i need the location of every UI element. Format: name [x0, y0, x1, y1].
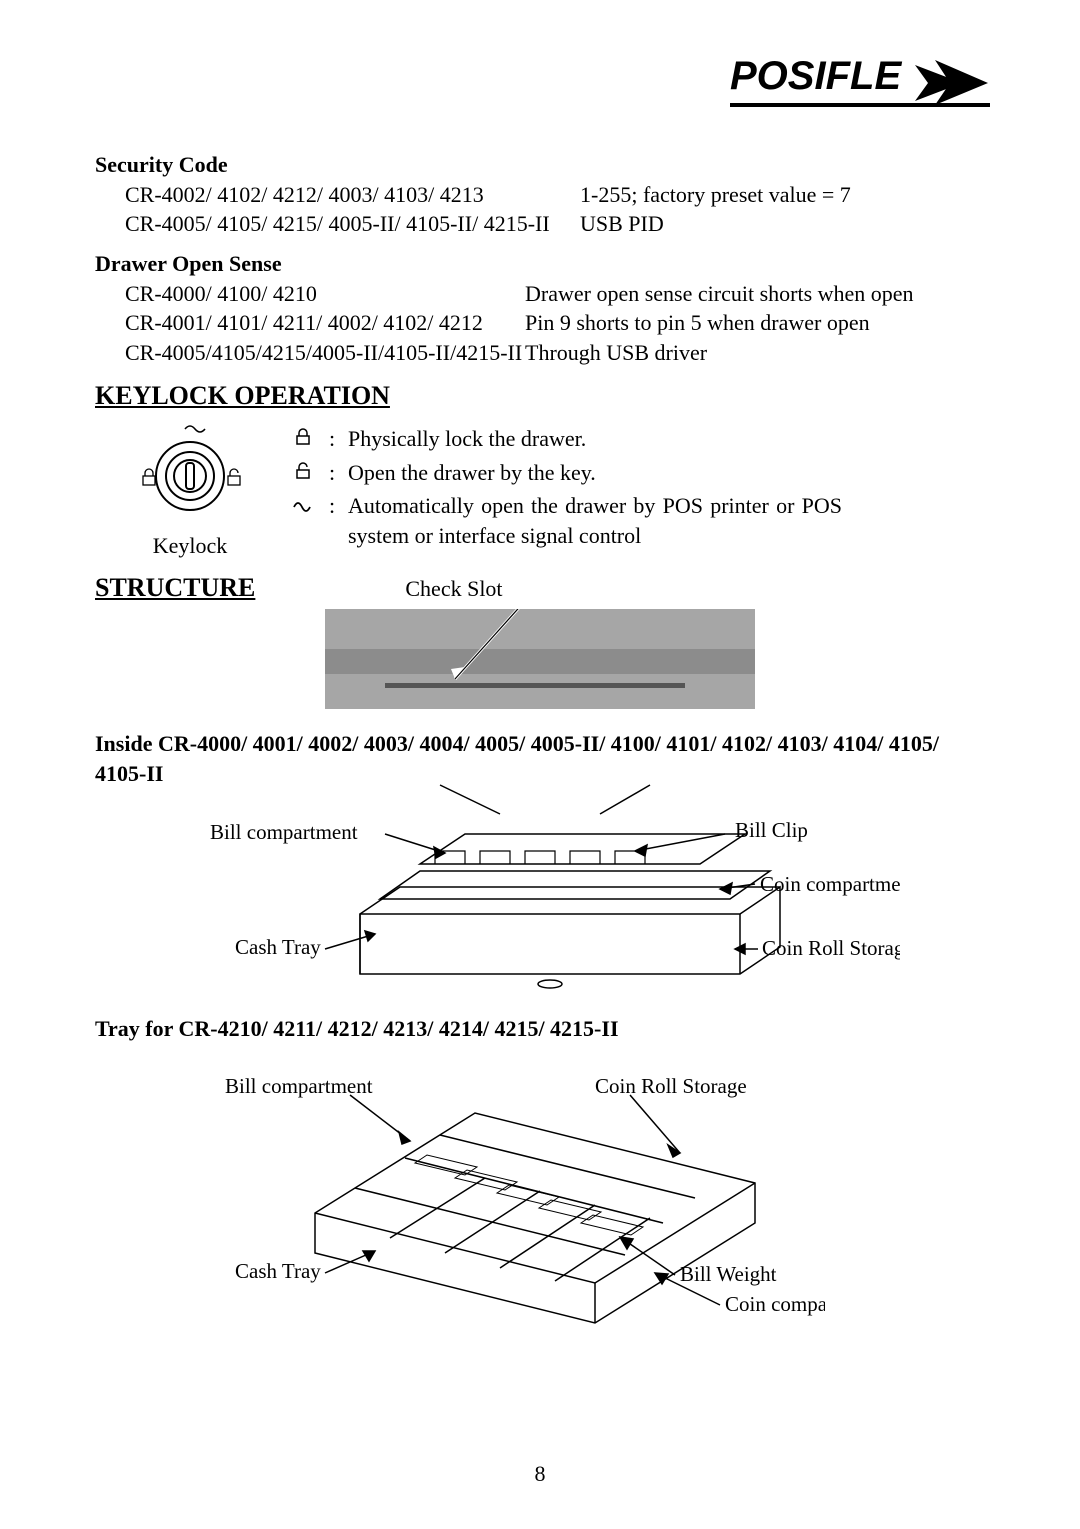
brand-text: POSIFLE [730, 55, 902, 98]
keylock-heading: KEYLOCK OPERATION [95, 378, 985, 413]
dos-row0-value: Drawer open sense circuit shorts when op… [525, 279, 1015, 309]
keylock-item-0: Physically lock the drawer. [347, 423, 843, 455]
dos-row2-models: CR-4005/4105/4215/4005-II/4105-II/4215-I… [125, 338, 525, 368]
diagram-cr4000: Bill compartment Bill Clip Coin compartm… [180, 779, 900, 1004]
lbl-coin-roll-storage: Coin Roll Storage [762, 936, 900, 960]
lbl2-bill-weight: Bill Weight [680, 1262, 777, 1286]
keylock-item-1: Open the drawer by the key. [347, 457, 843, 489]
lbl2-coin-compartment: Coin compartment [725, 1292, 825, 1316]
page-number: 8 [0, 1459, 1080, 1489]
keylock-label: Keylock [95, 531, 285, 561]
lock-closed-icon [287, 423, 326, 455]
wave-icon [287, 490, 326, 551]
security-code-table: CR-4002/ 4102/ 4212/ 4003/ 4103/ 4213 1-… [125, 180, 1015, 239]
check-slot-photo [325, 609, 755, 709]
sc-row0-models: CR-4002/ 4102/ 4212/ 4003/ 4103/ 4213 [125, 180, 580, 210]
lbl-cash-tray: Cash Tray [235, 935, 321, 959]
drawer-open-sense-table: CR-4000/ 4100/ 4210 Drawer open sense ci… [125, 279, 1015, 368]
dos-row1-value: Pin 9 shorts to pin 5 when drawer open [525, 308, 1015, 338]
tray-4210-heading: Tray for CR-4210/ 4211/ 4212/ 4213/ 4214… [95, 1014, 985, 1044]
dos-row1-models: CR-4001/ 4101/ 4211/ 4002/ 4102/ 4212 [125, 308, 525, 338]
keylock-diagram: Keylock [95, 421, 285, 560]
lock-open-icon [287, 457, 326, 489]
lbl-bill-compartment: Bill compartment [210, 820, 358, 844]
sc-row1-value: USB PID [580, 209, 1015, 239]
structure-heading: STRUCTURE [95, 570, 255, 605]
security-code-heading: Security Code [95, 150, 985, 180]
diagram-cr4210: Bill compartment Coin Roll Storage Cash … [225, 1053, 825, 1343]
lbl2-cash-tray: Cash Tray [235, 1259, 321, 1283]
lbl-bill-clip: Bill Clip [735, 818, 808, 842]
check-slot-label: Check Slot [405, 574, 502, 604]
sc-row0-value: 1-255; factory preset value = 7 [580, 180, 1015, 210]
drawer-open-sense-heading: Drawer Open Sense [95, 249, 985, 279]
dos-row0-models: CR-4000/ 4100/ 4210 [125, 279, 525, 309]
sc-row1-models: CR-4005/ 4105/ 4215/ 4005-II/ 4105-II/ 4… [125, 209, 580, 239]
brand-logo: POSIFLE [730, 55, 990, 115]
lbl2-coin-roll-storage: Coin Roll Storage [595, 1074, 747, 1098]
keylock-item-2: Automatically open the drawer by POS pri… [347, 490, 843, 551]
lbl2-bill-compartment: Bill compartment [225, 1074, 373, 1098]
lbl-coin-compartment: Coin compartment [760, 872, 900, 896]
dos-row2-value: Through USB driver [525, 338, 1015, 368]
